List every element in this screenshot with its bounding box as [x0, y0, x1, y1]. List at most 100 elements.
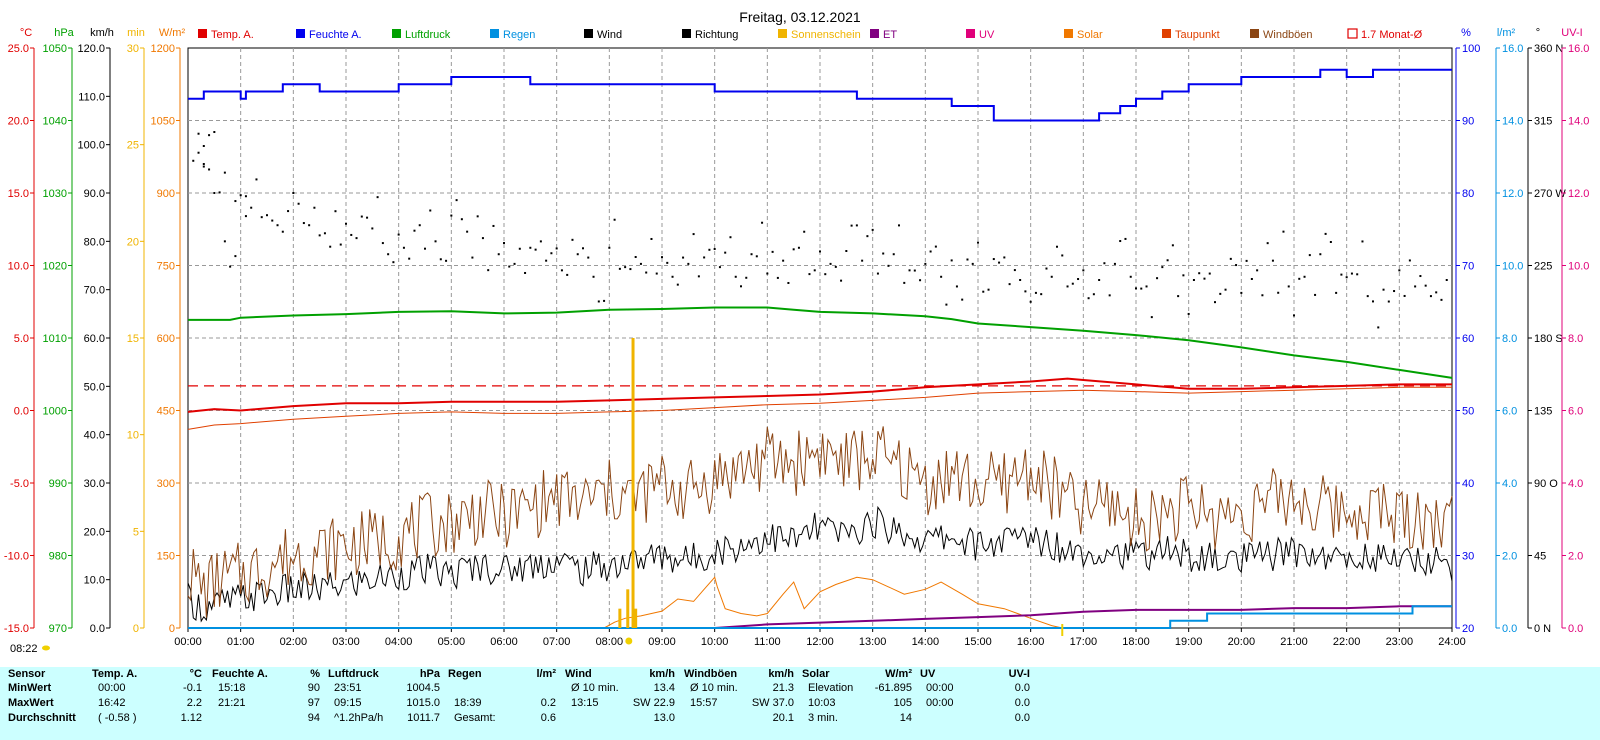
- direction-point: [1187, 312, 1190, 315]
- axis-tick-label: 110.0: [78, 91, 105, 103]
- direction-point: [1135, 287, 1137, 290]
- direction-point: [850, 224, 853, 227]
- axis-tick-label: 0.0: [14, 406, 29, 418]
- direction-point: [1303, 275, 1306, 278]
- direction-point: [1029, 300, 1032, 303]
- direction-point: [208, 134, 211, 137]
- direction-point: [1345, 276, 1348, 279]
- direction-point: [503, 242, 505, 245]
- axis-tick-label: 8.0: [1568, 333, 1583, 345]
- axis-tick-label: 0.0: [1568, 623, 1583, 635]
- direction-point: [1192, 279, 1195, 281]
- direction-point: [808, 273, 811, 276]
- legend-label-uv: UV: [979, 29, 995, 41]
- direction-point: [1145, 285, 1148, 288]
- legend-swatch-1-7-monat: [1347, 28, 1358, 39]
- axis-right-: % 100 90 80 70 60 50 40 30 20: [1455, 27, 1480, 635]
- x-tick-label: 24:00: [1438, 636, 1466, 648]
- direction-point: [571, 238, 574, 241]
- table-cell-label: 3 min.: [808, 712, 838, 724]
- table-cell-label: 00:00: [926, 682, 954, 694]
- x-tick-label: 12:00: [806, 636, 834, 648]
- axis-tick-label: 980: [49, 551, 67, 563]
- legend-swatch-sonnenschein: [778, 29, 787, 38]
- x-tick-label: 04:00: [385, 636, 413, 648]
- axis-tick-label: 16.0: [1502, 43, 1523, 55]
- direction-point: [845, 250, 848, 252]
- direction-point: [650, 237, 653, 240]
- table-cell-value: 97: [307, 697, 320, 709]
- direction-point: [197, 132, 200, 135]
- table-header-regen: Regen: [448, 668, 482, 680]
- table-unit-solar: W/m²: [885, 668, 912, 680]
- direction-point: [445, 259, 448, 262]
- direction-point: [481, 237, 484, 240]
- legend-swatch-luftdruck: [392, 29, 401, 38]
- legend-label-regen: Regen: [503, 29, 535, 41]
- direction-point: [1113, 262, 1116, 265]
- axis-tick-label: 970: [49, 623, 67, 635]
- legend-swatch-feuchte-a: [296, 29, 305, 38]
- series-line-feuchte-a: [188, 68, 1452, 122]
- direction-point: [934, 245, 937, 248]
- axis-tick-label: 60.0: [84, 333, 105, 345]
- direction-point: [1308, 254, 1311, 257]
- table-cell-label: 09:15: [334, 697, 362, 709]
- axis-tick-label: 8.0: [1502, 333, 1517, 345]
- direction-point: [418, 224, 421, 227]
- axis-right-: ° 360 N 315 270 W 225 180 S 135 90 O 45 0 N: [1527, 27, 1566, 635]
- direction-point: [1182, 274, 1185, 277]
- legend-swatch-solar: [1064, 29, 1073, 38]
- table-cell-value: 2.2: [186, 697, 202, 709]
- direction-point: [887, 264, 890, 267]
- table-unit-regen: l/m²: [536, 668, 556, 680]
- direction-point: [1293, 314, 1295, 317]
- table-cell-value: SW 37.0: [751, 697, 794, 709]
- x-tick-label: 14:00: [912, 636, 940, 648]
- axis-tick-label: -5.0: [10, 478, 29, 490]
- direction-point: [1071, 282, 1074, 285]
- x-tick-label: 13:00: [859, 636, 887, 648]
- direction-point: [955, 285, 958, 288]
- direction-point: [645, 271, 648, 274]
- direction-point: [882, 252, 885, 255]
- table-unit-luftdruck: hPa: [419, 668, 440, 680]
- axis-unit-uv-i: UV-I: [1561, 27, 1582, 39]
- table-cell-label: Ø 10 min.: [571, 682, 619, 694]
- direction-point: [539, 240, 542, 243]
- direction-point: [1061, 254, 1064, 257]
- direction-point: [1393, 290, 1396, 293]
- direction-point: [603, 299, 606, 302]
- direction-point: [529, 246, 532, 249]
- direction-point: [597, 300, 600, 303]
- series-line-luftdruck: [188, 306, 1453, 379]
- axis-unit-: %: [1461, 27, 1471, 39]
- x-tick-label: 22:00: [1333, 636, 1361, 648]
- axis-tick-label: 4.0: [1502, 478, 1517, 490]
- direction-point: [318, 234, 321, 237]
- table-cell-value: 20.1: [772, 712, 794, 724]
- axis-tick-label: 10.0: [1502, 261, 1523, 273]
- legend-swatch-windb-en: [1250, 29, 1259, 38]
- direction-point: [771, 250, 774, 253]
- axis-tick-label: 15: [127, 333, 139, 345]
- axis-tick-label: 1200: [151, 43, 175, 55]
- axis-tick-label: 1040: [43, 116, 67, 128]
- axis-tick-label: 25: [127, 140, 139, 152]
- sunrise-time-icon: [42, 645, 50, 651]
- direction-point: [1287, 285, 1290, 288]
- direction-point: [1045, 267, 1048, 270]
- legend-label-temp-a: Temp. A.: [211, 29, 254, 41]
- direction-point: [1077, 278, 1080, 281]
- series-line-windb-en: [187, 426, 1453, 618]
- direction-point: [666, 261, 669, 264]
- direction-point: [740, 285, 742, 288]
- series-solar: [603, 576, 1063, 629]
- direction-point: [497, 253, 500, 256]
- axis-unit-min: min: [127, 27, 145, 39]
- direction-point: [1198, 272, 1201, 275]
- legend-label-sonnenschein: Sonnenschein: [791, 29, 861, 41]
- table-cell-value: 1004.5: [406, 682, 440, 694]
- direction-point: [1240, 291, 1243, 294]
- x-tick-label: 23:00: [1386, 636, 1414, 648]
